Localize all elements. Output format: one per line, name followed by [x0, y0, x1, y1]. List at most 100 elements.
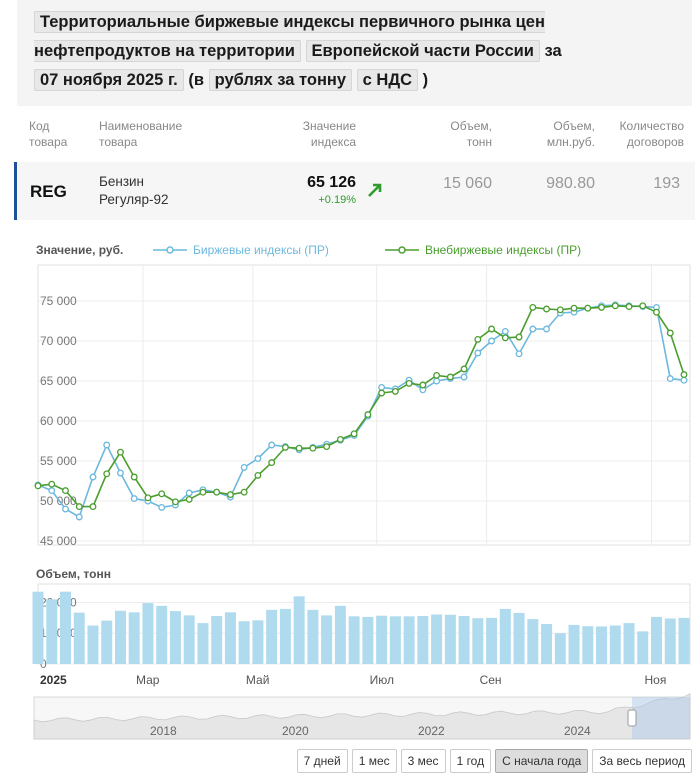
range-button[interactable]: 7 дней: [296, 749, 348, 773]
y-tick-label: 65 000: [40, 374, 77, 388]
volume-bar: [541, 624, 553, 664]
series-point-0: [130, 495, 138, 503]
col-header-code: Код товара: [29, 119, 68, 149]
series-point-1: [529, 303, 537, 311]
series-point-0: [62, 505, 69, 513]
navigator-year-label: 2018: [150, 724, 177, 738]
navigator: [33, 696, 691, 740]
range-button[interactable]: 1 год: [449, 749, 492, 773]
series-point-0: [419, 386, 427, 394]
series-point-0: [34, 481, 42, 489]
series-point-1: [185, 495, 193, 503]
series-point-0: [185, 489, 193, 497]
series-point-0: [515, 350, 523, 358]
y-tick-label: 50 000: [40, 494, 77, 508]
volume-bar: [334, 605, 346, 664]
volume-bar: [389, 616, 401, 664]
x-tick-label: Мар: [136, 673, 160, 687]
volume-bar: [527, 619, 539, 664]
series-point-0: [639, 303, 647, 311]
series-point-0: [309, 443, 317, 451]
range-button[interactable]: С начала года: [495, 749, 589, 773]
series-point-0: [611, 301, 619, 309]
series-point-0: [158, 503, 166, 511]
series-point-1: [254, 471, 262, 479]
range-button[interactable]: 1 мес: [351, 749, 397, 773]
series-point-0: [48, 487, 56, 495]
trend-up-arrow-icon: [368, 183, 382, 197]
x-tick-label: Ноя: [645, 673, 667, 687]
volume-bar: [59, 591, 71, 664]
chart-volume-label: Объем, тонн: [36, 567, 111, 581]
navigator-area: [33, 693, 691, 740]
col-header-name: Наименование товара: [99, 119, 183, 149]
series-point-0: [653, 303, 660, 311]
series-point-1: [158, 490, 166, 498]
volume-bar: [46, 599, 58, 664]
series-point-0: [529, 325, 537, 333]
index-value: 65 126: [307, 174, 356, 191]
chart-value-label: Значение, руб.: [36, 243, 124, 257]
volume-bar: [623, 623, 635, 664]
series-point-1: [433, 371, 441, 379]
series-point-1: [240, 488, 248, 496]
series-point-1: [62, 487, 69, 495]
col-header-volume-rub: Объем, млн.руб.: [546, 119, 595, 149]
series-line-0: [37, 304, 685, 519]
product-code: REG: [30, 182, 67, 201]
volume-bar: [651, 616, 663, 664]
x-tick-label: Май: [246, 673, 270, 687]
volume-bar: [279, 608, 291, 664]
navigator-selection: [632, 697, 690, 739]
series-point-1: [323, 443, 331, 451]
volume-bar: [183, 615, 195, 664]
series-point-0: [543, 325, 551, 333]
volume-bar: [376, 615, 388, 664]
series-point-1: [419, 381, 427, 389]
series-point-1: [666, 329, 674, 337]
legend-otc[interactable]: Внебиржевые индексы (ПР): [385, 243, 581, 257]
volume-bar: [32, 591, 44, 664]
legend-exchange-line-icon: [153, 246, 187, 254]
series-point-1: [570, 304, 578, 312]
table-row[interactable]: [14, 162, 695, 220]
volume-bar: [238, 621, 250, 664]
index-change: +0.19%: [318, 194, 356, 206]
series-point-1: [543, 305, 551, 313]
series-point-1: [281, 443, 289, 451]
volume-bar: [431, 614, 443, 664]
navigator-year-label: 2024: [564, 724, 591, 738]
date-selector[interactable]: 07 ноября 2025 г.: [34, 69, 184, 91]
series-point-0: [433, 377, 441, 385]
series-point-1: [556, 306, 564, 314]
series-point-1: [226, 491, 234, 499]
series-point-0: [474, 349, 482, 357]
region-selector[interactable]: Европейской части России: [305, 40, 540, 62]
series-point-0: [336, 436, 344, 444]
volume-bar: [403, 616, 415, 664]
col-header-contracts: Количество договоров: [619, 119, 684, 149]
series-point-0: [226, 493, 234, 501]
x-tick-label: Июл: [370, 673, 394, 687]
series-point-1: [171, 498, 179, 506]
series-point-1: [117, 448, 124, 456]
vat-selector[interactable]: с НДС: [356, 69, 419, 91]
series-point-0: [584, 304, 592, 312]
range-button[interactable]: За весь период: [592, 749, 692, 773]
series-point-0: [556, 309, 564, 317]
volume-bar: [499, 608, 511, 664]
series-point-0: [171, 501, 179, 509]
series-point-0: [666, 375, 674, 383]
title-open-paren: (в: [188, 71, 204, 89]
navigator-year-label: 2020: [282, 724, 309, 738]
series-point-1: [336, 435, 344, 443]
legend-exchange[interactable]: Биржевые индексы (ПР): [153, 243, 329, 257]
range-button[interactable]: 3 мес: [400, 749, 446, 773]
navigator-year-label: 2022: [418, 724, 445, 738]
series-point-1: [34, 482, 42, 490]
title-mid-text: за: [544, 42, 562, 60]
series-point-1: [460, 365, 468, 373]
volume-bar: [266, 609, 278, 664]
unit-selector[interactable]: рублях за тонну: [208, 69, 353, 91]
series-point-1: [405, 379, 413, 387]
